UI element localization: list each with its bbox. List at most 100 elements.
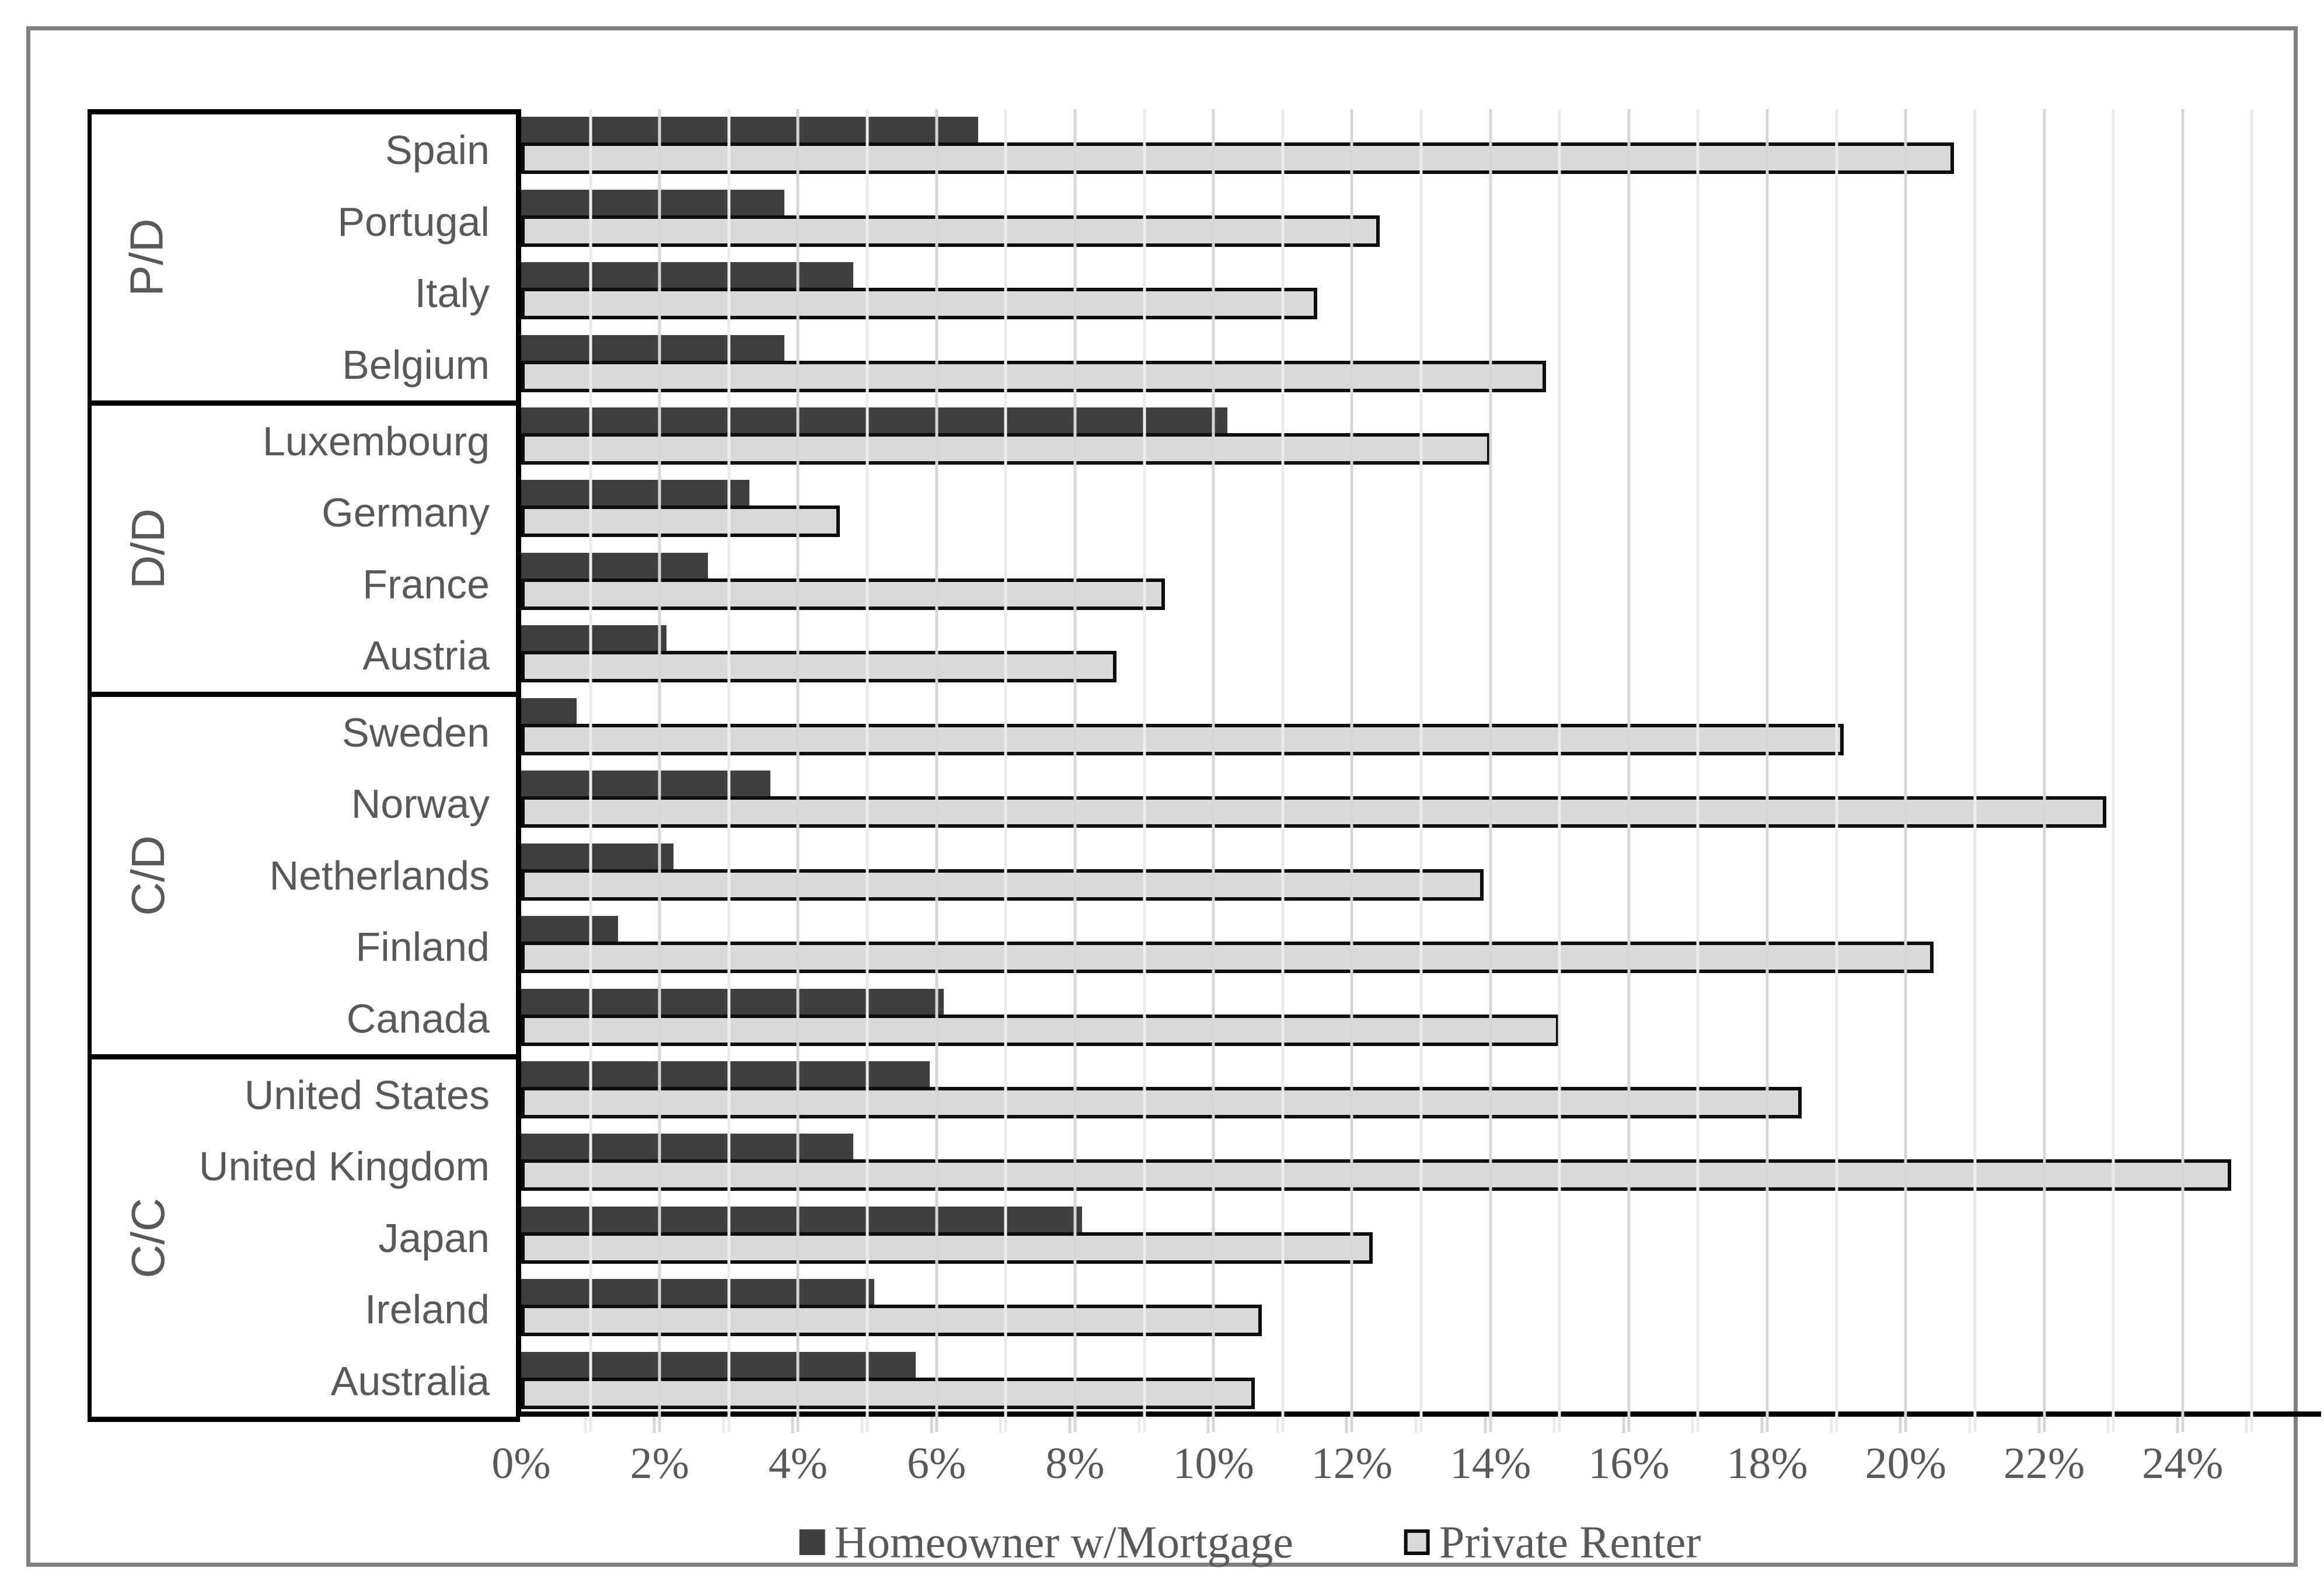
category-label-Germany: Germany	[322, 490, 490, 536]
x-axis-tick-label-20%: 20%	[1865, 1439, 1946, 1488]
legend-swatch-dark-icon	[799, 1529, 825, 1555]
bar-renter-Portugal	[521, 215, 1380, 247]
category-row-Australia: Australia	[92, 1345, 520, 1417]
bar-row-Italy	[521, 255, 2321, 327]
x-tick-18pct	[1760, 1417, 1764, 1433]
bar-renter-Canada	[521, 1014, 1560, 1046]
bar-homeowner-Austria	[521, 625, 667, 651]
gridline-7pct	[1004, 109, 1007, 1432]
category-label-United States: United States	[244, 1072, 490, 1118]
x-tick-5pct	[860, 1417, 864, 1433]
bar-homeowner-Japan	[521, 1206, 1082, 1232]
x-tick-13pct	[1414, 1417, 1418, 1433]
x-axis-tick-label-2%: 2%	[630, 1439, 689, 1488]
gridline-12pct	[1350, 109, 1353, 1432]
legend-label-renter: Private Renter	[1439, 1517, 1701, 1567]
gridline-5pct	[866, 109, 869, 1432]
chart-figure: P/D Spain Portugal Italy Belgium D/D Luxembour…	[26, 26, 2321, 1568]
bar-renter-Japan	[521, 1232, 1373, 1264]
gridline-8pct	[1073, 109, 1077, 1432]
category-row-Sweden: Sweden	[92, 697, 520, 768]
gridline-14pct	[1489, 109, 1492, 1432]
x-tick-2pct	[652, 1417, 656, 1433]
gridline-2pct	[658, 109, 661, 1432]
bar-row-Spain	[521, 109, 2321, 182]
bar-homeowner-Netherlands	[521, 843, 674, 869]
x-tick-12pct	[1345, 1417, 1348, 1433]
category-row-Finland: Finland	[92, 911, 520, 982]
gridline-16pct	[1627, 109, 1631, 1432]
gridline-21pct	[1973, 109, 1977, 1432]
gridline-19pct	[1835, 109, 1838, 1432]
x-axis-tick-label-10%: 10%	[1173, 1439, 1254, 1488]
bar-homeowner-France	[521, 552, 709, 578]
gridline-23pct	[2112, 109, 2115, 1432]
gridline-1pct	[589, 109, 592, 1432]
x-tick-19pct	[1830, 1417, 1833, 1433]
category-label-panel: P/D Spain Portugal Italy Belgium D/D Luxembour…	[88, 109, 520, 1422]
legend-item-homeowner: Homeowner w/Mortgage	[799, 1516, 1293, 1568]
bar-row-Austria	[521, 618, 2321, 690]
group-label-C/D: C/D	[121, 835, 174, 916]
bar-renter-Sweden	[521, 723, 1844, 755]
category-label-Australia: Australia	[330, 1358, 490, 1404]
category-label-Finland: Finland	[355, 924, 490, 970]
category-row-Austria: Austria	[92, 620, 520, 691]
gridline-10pct	[1212, 109, 1215, 1432]
bar-row-Portugal	[521, 182, 2321, 254]
gridline-13pct	[1419, 109, 1423, 1432]
group-box-D/D: D/D Luxembourg Germany France Austria	[92, 406, 520, 697]
bar-row-Australia	[521, 1344, 2321, 1417]
bar-row-Belgium	[521, 327, 2321, 399]
x-axis-labels: 0% 2% 4% 6% 8% 10% 12% 14% 16% 18% 20% 22% 24%	[491, 1438, 2321, 1497]
category-row-Italy: Italy	[92, 257, 520, 329]
plot-area	[516, 109, 2321, 1432]
bar-row-Sweden	[521, 691, 2321, 763]
x-tick-14pct	[1484, 1417, 1487, 1433]
x-tick-15pct	[1552, 1417, 1556, 1433]
category-row-Germany: Germany	[92, 477, 520, 548]
x-tick-20pct	[1899, 1417, 1902, 1433]
category-row-Portugal: Portugal	[92, 186, 520, 257]
x-tick-6pct	[930, 1417, 933, 1433]
category-label-Italy: Italy	[414, 270, 490, 316]
x-tick-1pct	[584, 1417, 587, 1433]
legend-swatch-light-icon	[1404, 1529, 1430, 1555]
bar-renter-Austria	[521, 651, 1117, 683]
category-label-United Kingdom: United Kingdom	[198, 1144, 490, 1190]
x-tick-3pct	[722, 1417, 725, 1433]
bar-renter-Netherlands	[521, 869, 1484, 901]
bar-row-Germany	[521, 472, 2321, 545]
x-tick-17pct	[1691, 1417, 1694, 1433]
gridline-15pct	[1558, 109, 1561, 1432]
x-tick-16pct	[1622, 1417, 1625, 1433]
category-row-Ireland: Ireland	[92, 1274, 520, 1345]
category-label-Sweden: Sweden	[342, 709, 490, 755]
x-axis-tick-label-6%: 6%	[907, 1439, 966, 1488]
bar-row-Norway	[521, 763, 2321, 835]
bar-homeowner-Ireland	[521, 1279, 874, 1305]
x-tick-10pct	[1206, 1417, 1210, 1433]
x-axis-tick-label-24%: 24%	[2142, 1439, 2224, 1488]
x-tick-7pct	[999, 1417, 1002, 1433]
gridline-17pct	[1696, 109, 1700, 1432]
category-row-Netherlands: Netherlands	[92, 839, 520, 911]
category-row-Norway: Norway	[92, 768, 520, 839]
category-row-Belgium: Belgium	[92, 329, 520, 400]
category-row-Canada: Canada	[92, 982, 520, 1054]
x-axis-tick-label-18%: 18%	[1726, 1439, 1808, 1488]
group-box-P/D: P/D Spain Portugal Italy Belgium	[92, 114, 520, 406]
x-tick-4pct	[791, 1417, 794, 1433]
gridline-3pct	[727, 109, 731, 1432]
group-box-C/C: C/C United States United Kingdom Japan Irela…	[92, 1059, 520, 1422]
bar-homeowner-Spain	[521, 117, 978, 143]
bar-renter-Belgium	[521, 360, 1546, 392]
bar-row-United States	[521, 1054, 2321, 1126]
x-axis-tick-label-4%: 4%	[768, 1439, 828, 1488]
bar-homeowner-Belgium	[521, 334, 784, 361]
x-tick-23pct	[2106, 1417, 2110, 1433]
category-label-Spain: Spain	[385, 127, 490, 173]
bar-renter-Norway	[521, 796, 2107, 828]
category-row-Japan: Japan	[92, 1202, 520, 1274]
bar-renter-United States	[521, 1087, 1802, 1118]
